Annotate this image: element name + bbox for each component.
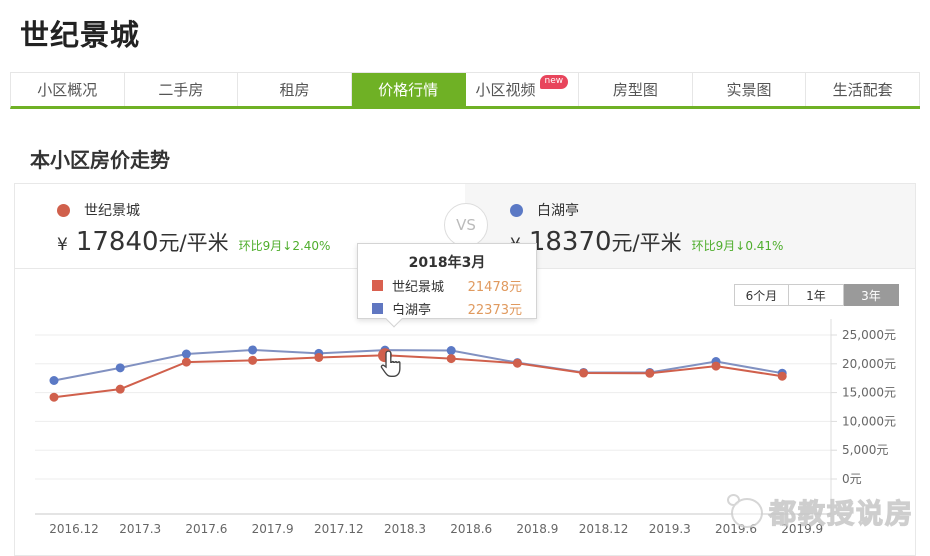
data-point[interactable] — [777, 371, 787, 381]
data-point[interactable] — [49, 392, 59, 402]
data-point[interactable] — [711, 361, 721, 371]
tooltip-title: 2018年3月 — [408, 255, 486, 271]
data-point[interactable] — [115, 363, 125, 373]
data-point[interactable] — [181, 357, 191, 367]
tooltip-series-value: 21478元 — [467, 280, 522, 295]
tab-amenities[interactable]: 生活配套 — [806, 73, 920, 106]
data-point[interactable] — [446, 346, 456, 356]
tab-label: 小区视频 — [475, 81, 536, 99]
data-point[interactable] — [314, 352, 324, 362]
series-dot-blue-icon — [510, 203, 523, 217]
x-axis-label: 2018.9 — [516, 522, 558, 536]
range-1y-button[interactable]: 1年 — [789, 284, 844, 306]
x-axis-label: 2016.12 — [49, 522, 99, 536]
price-trend-chart: 0元 5,000元 10,000元 15,000元 20,000元 25,000元 2016… — [35, 319, 896, 536]
y-axis-label: 0元 — [842, 472, 862, 486]
x-axis-label: 2017.6 — [185, 522, 227, 536]
x-axis-label: 2017.12 — [314, 522, 364, 536]
tab-label: 租房 — [279, 81, 310, 99]
currency-symbol: ¥ — [57, 235, 68, 255]
series-dot-red-icon — [57, 203, 70, 217]
data-point[interactable] — [645, 368, 655, 378]
tab-bar: 小区概况 二手房 租房 价格行情 小区视频 new 房型图 实景图 生活配套 — [10, 72, 920, 109]
tab-second-hand[interactable]: 二手房 — [124, 73, 239, 106]
price-change: 环比9月↓0.41% — [691, 239, 784, 253]
price-unit: 元/平米 — [158, 231, 229, 255]
data-point[interactable] — [49, 376, 59, 386]
section-title: 本小区房价走势 — [30, 148, 170, 172]
new-badge: new — [539, 74, 569, 89]
x-axis-label: 2017.9 — [252, 522, 294, 536]
y-axis-label: 5,000元 — [842, 443, 888, 457]
y-axis-label: 25,000元 — [842, 328, 896, 342]
data-point[interactable] — [248, 345, 258, 355]
tab-price-trend[interactable]: 价格行情 — [351, 73, 466, 106]
vs-badge: VS — [444, 203, 488, 247]
x-axis-label: 2018.12 — [579, 522, 629, 536]
data-point[interactable] — [115, 384, 125, 394]
mouse-cursor-icon — [378, 349, 406, 385]
compare-left: 世纪景城 ¥ 17840 元/平米 环比9月↓2.40% — [15, 184, 465, 268]
tab-label: 小区概况 — [37, 81, 98, 99]
tab-photos[interactable]: 实景图 — [692, 73, 807, 106]
price-value: 17840 — [75, 227, 159, 257]
price-unit: 元/平米 — [611, 231, 682, 255]
price-value: 18370 — [528, 227, 612, 257]
tooltip-series-value: 22373元 — [467, 303, 522, 318]
y-axis-label: 10,000元 — [842, 414, 896, 428]
price-trend-panel: 世纪景城 ¥ 17840 元/平米 环比9月↓2.40% 白湖亭 — [14, 183, 916, 556]
tooltip-swatch-blue-icon — [372, 303, 383, 314]
data-point[interactable] — [512, 358, 522, 368]
community-name: 世纪景城 — [84, 203, 140, 219]
series-line-白湖亭 — [53, 348, 783, 382]
time-range-group: 6个月 1年 3年 — [734, 284, 899, 306]
range-3y-button[interactable]: 3年 — [844, 284, 899, 306]
data-point[interactable] — [579, 368, 589, 378]
data-point[interactable] — [181, 349, 191, 359]
x-axis-label: 2018.3 — [384, 522, 426, 536]
y-axis-label: 20,000元 — [842, 357, 896, 371]
series-line-世纪景城 — [53, 354, 783, 399]
x-axis-label: 2019.9 — [781, 522, 823, 536]
data-point[interactable] — [446, 354, 456, 364]
tab-label: 生活配套 — [832, 81, 893, 99]
chart-tooltip: 2018年3月 世纪景城 21478元 白湖亭 22373元 — [357, 243, 537, 328]
tab-overview[interactable]: 小区概况 — [11, 73, 125, 106]
tooltip-swatch-red-icon — [372, 280, 383, 291]
x-axis-label: 2019.6 — [715, 522, 757, 536]
tab-label: 房型图 — [612, 81, 658, 99]
tab-floorplan[interactable]: 房型图 — [579, 73, 693, 106]
tooltip-series-name: 白湖亭 — [392, 303, 432, 318]
x-axis-label: 2017.3 — [119, 522, 161, 536]
tab-video[interactable]: 小区视频 new — [465, 73, 580, 106]
tab-rent[interactable]: 租房 — [238, 73, 352, 106]
x-axis-label: 2019.3 — [649, 522, 691, 536]
x-axis-label: 2018.6 — [450, 522, 492, 536]
page-title: 世纪景城 — [20, 18, 141, 52]
tab-label: 价格行情 — [378, 81, 439, 99]
tab-label: 二手房 — [158, 81, 204, 99]
community-name: 白湖亭 — [537, 203, 579, 219]
tooltip-series-name: 世纪景城 — [392, 280, 445, 295]
compare-right: 白湖亭 ¥ 18370 元/平米 环比9月↓0.41% — [465, 184, 915, 268]
compare-header: 世纪景城 ¥ 17840 元/平米 环比9月↓2.40% 白湖亭 — [15, 184, 915, 269]
price-change: 环比9月↓2.40% — [238, 239, 331, 253]
y-axis-label: 15,000元 — [842, 386, 896, 400]
tab-label: 实景图 — [726, 81, 772, 99]
data-point[interactable] — [248, 355, 258, 365]
range-6m-button[interactable]: 6个月 — [734, 284, 789, 306]
